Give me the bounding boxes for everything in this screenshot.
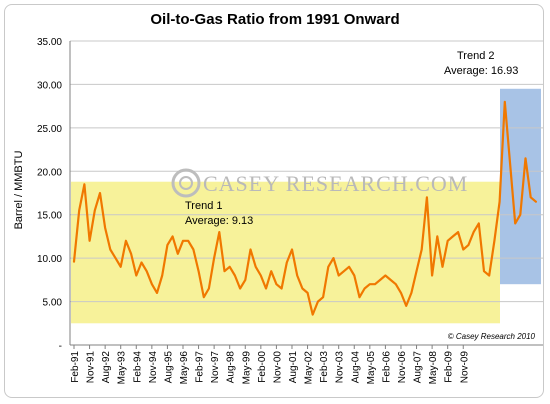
series-line [72, 100, 537, 316]
x-tick-label: Feb-09 [444, 351, 455, 383]
x-tick-label: Nov-06 [397, 351, 408, 384]
x-tick-label: Feb-06 [381, 351, 392, 383]
x-tick-label: Feb-94 [132, 351, 143, 383]
x-tick-label: Aug-04 [350, 351, 361, 384]
x-tick-label: Aug-98 [226, 351, 237, 384]
x-tick-label: Nov-91 [86, 351, 97, 384]
x-tick-label: May-02 [304, 351, 315, 385]
x-tick-label: Feb-03 [319, 351, 330, 383]
x-tick-label: May-99 [241, 351, 252, 385]
trend-2-average: Average: 16.93 [444, 65, 518, 77]
y-tick-labels: 35.00 30.00 25.00 20.00 15.00 10.00 5.00 - [37, 37, 62, 352]
x-tick-label: Nov-94 [148, 351, 159, 384]
chart-title: Oil-to-Gas Ratio from 1991 Onward [150, 11, 399, 28]
watermark: CASEY RESEARCH.COM [171, 168, 468, 198]
y-tick-label: 35.00 [37, 37, 62, 48]
watermark-logo-icon [171, 168, 201, 198]
y-axis-label: Barrel / MMBTU [13, 151, 25, 230]
y-tick-label: 30.00 [37, 80, 62, 91]
x-tick-label: Feb-00 [257, 351, 268, 383]
x-tick-labels: Feb-91 Nov-91 Aug-92 May-93 Feb-94 Nov-94 Aug-… [70, 351, 470, 385]
watermark-text: CASEY RESEARCH.COM [203, 171, 468, 196]
gridlines [70, 40, 543, 303]
x-tick-label: Nov-03 [335, 351, 346, 384]
y-tick-label: 25.00 [37, 124, 62, 135]
trend-2-label: Trend 2 [457, 50, 495, 62]
x-tick-label: May-96 [179, 351, 190, 385]
axes [69, 41, 543, 349]
x-tick-label: May-08 [428, 351, 439, 385]
y-tick-label: 15.00 [37, 211, 62, 222]
x-tick-label: May-93 [117, 351, 128, 385]
y-tick-label: 5.00 [43, 298, 63, 309]
x-tick-label: Nov-09 [459, 351, 470, 384]
x-tick-label: May-05 [366, 351, 377, 385]
copyright-credit: © Casey Research 2010 [448, 332, 536, 341]
trend-regions [71, 88, 541, 324]
x-tick-label: Feb-91 [70, 351, 81, 383]
trend-1-label: Trend 1 [185, 200, 223, 212]
x-tick-label: Nov-00 [272, 351, 283, 384]
y-tick-label: - [59, 341, 62, 352]
x-tick-label: Aug-92 [101, 351, 112, 384]
trend-1-average: Average: 9.13 [185, 215, 253, 227]
x-tick-label: Aug-01 [288, 351, 299, 384]
trend-2-annotation: Trend 2 Average: 16.93 [444, 50, 518, 77]
y-tick-label: 20.00 [37, 167, 62, 178]
x-tick-label: Nov-97 [210, 351, 221, 384]
x-tick-label: Aug-95 [163, 351, 174, 384]
watermark-logo-inner-icon [179, 176, 193, 190]
x-tick-label: Aug-07 [413, 351, 424, 384]
trend-1-annotation: Trend 1 Average: 9.13 [185, 200, 253, 227]
x-tick-label: Feb-97 [195, 351, 206, 383]
y-tick-label: 10.00 [37, 254, 62, 265]
